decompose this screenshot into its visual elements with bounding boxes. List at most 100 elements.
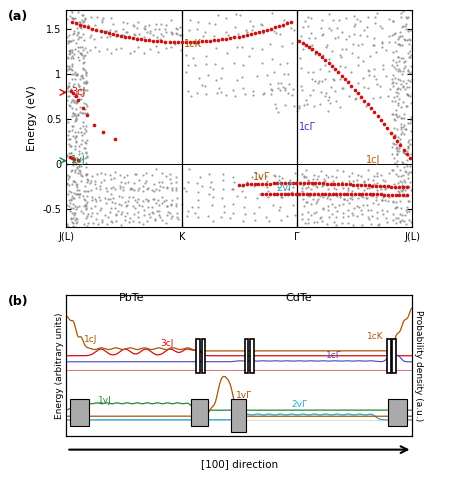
Point <box>397 123 404 131</box>
Point <box>81 14 89 22</box>
Point <box>327 192 335 199</box>
Point <box>305 193 313 200</box>
Point <box>104 45 111 53</box>
Point <box>68 218 76 226</box>
Point <box>393 85 401 93</box>
Point <box>386 169 393 177</box>
Point <box>399 183 407 191</box>
Point <box>388 151 396 158</box>
Point <box>270 27 278 34</box>
Point <box>140 32 147 40</box>
Point <box>64 96 71 104</box>
Point <box>184 61 191 69</box>
Point <box>66 102 74 110</box>
Point <box>307 46 315 54</box>
Point <box>89 194 96 201</box>
Point <box>398 182 406 189</box>
Point <box>140 206 148 213</box>
Point <box>134 213 142 221</box>
Point <box>403 183 410 191</box>
Point <box>320 175 328 183</box>
Point <box>173 194 181 201</box>
Point <box>363 23 371 30</box>
Point <box>364 206 372 213</box>
Point <box>348 181 356 189</box>
Point <box>77 73 85 80</box>
Point <box>271 23 279 31</box>
Point <box>129 217 137 225</box>
Point <box>75 56 82 64</box>
Point <box>178 31 185 39</box>
Point <box>64 201 71 209</box>
Point <box>73 19 80 27</box>
Point <box>82 150 90 157</box>
Point <box>255 28 263 36</box>
Point <box>117 182 124 190</box>
Point <box>358 211 365 218</box>
Point <box>394 145 401 153</box>
Point <box>389 139 397 147</box>
Point <box>176 31 184 39</box>
Point <box>70 109 77 117</box>
Point <box>65 140 73 148</box>
Point <box>152 42 159 50</box>
Point <box>363 102 370 110</box>
Point <box>65 102 73 109</box>
Point <box>71 92 78 100</box>
Point <box>394 101 401 109</box>
Point <box>268 9 275 17</box>
Point <box>398 115 406 122</box>
Point <box>74 28 82 36</box>
Point <box>255 173 263 181</box>
Point <box>73 112 80 120</box>
Point <box>383 124 391 132</box>
Point <box>258 180 266 188</box>
Point <box>353 90 361 97</box>
Point <box>107 49 115 57</box>
Point <box>263 26 271 34</box>
Text: 1cΓ: 1cΓ <box>326 351 342 360</box>
Point <box>73 91 81 98</box>
Point <box>75 8 82 16</box>
Point <box>65 37 73 45</box>
Point <box>401 64 408 72</box>
Point <box>403 150 410 158</box>
Point <box>158 193 165 201</box>
Point <box>318 190 325 198</box>
Point <box>392 38 399 46</box>
Point <box>130 202 137 210</box>
Point <box>64 151 71 159</box>
Point <box>393 162 401 170</box>
Point <box>64 82 72 90</box>
Point <box>395 191 403 199</box>
Point <box>394 180 402 187</box>
Point <box>325 190 333 198</box>
Point <box>71 134 78 142</box>
Point <box>304 183 312 191</box>
Point <box>327 26 334 34</box>
Point <box>222 28 229 36</box>
Point <box>347 190 355 198</box>
Point <box>63 171 70 179</box>
Point <box>78 131 85 138</box>
Point <box>172 200 180 208</box>
Point <box>166 176 173 183</box>
Point <box>391 30 399 37</box>
Point <box>109 30 117 38</box>
Point <box>149 186 156 194</box>
Point <box>103 33 111 41</box>
Point <box>95 193 103 201</box>
Point <box>75 95 83 103</box>
Point <box>64 92 72 100</box>
Point <box>389 166 397 173</box>
Point <box>321 178 329 185</box>
Point <box>83 153 91 161</box>
Point <box>346 32 353 40</box>
Point <box>184 178 191 186</box>
Point <box>174 38 182 46</box>
Point <box>72 19 80 27</box>
Point <box>125 197 132 205</box>
Point <box>365 184 373 192</box>
Point <box>102 199 110 207</box>
Point <box>404 170 412 178</box>
